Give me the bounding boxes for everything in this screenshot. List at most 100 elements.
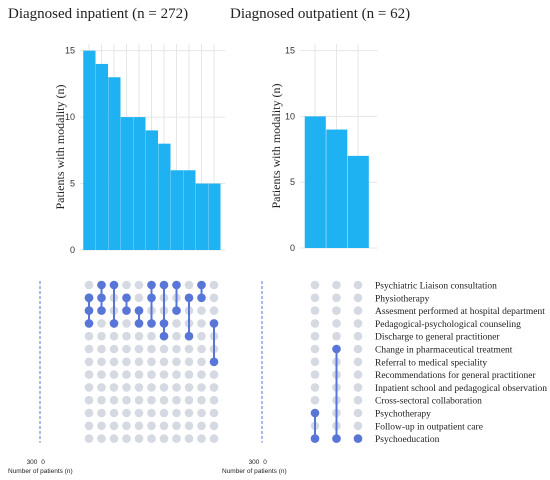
- dot-inactive: [310, 344, 320, 354]
- modality-label: Recommendations for general practitioner: [375, 370, 536, 381]
- y-axis-label: Patients with modality (n): [269, 84, 283, 209]
- dot-inactive: [209, 408, 219, 418]
- dot-inactive: [197, 319, 206, 328]
- dot-inactive: [134, 357, 144, 367]
- dot-inactive: [134, 293, 144, 303]
- dot-inactive: [197, 357, 206, 367]
- dot-inactive: [109, 370, 119, 379]
- y-tick-label: 15: [65, 46, 75, 56]
- dot-inactive: [134, 344, 144, 354]
- dot-inactive: [84, 383, 94, 392]
- y-tick-label: 10: [285, 111, 295, 121]
- dot-inactive: [184, 421, 194, 431]
- bar: [120, 117, 133, 250]
- dot-inactive: [147, 383, 156, 392]
- dot-inactive: [172, 370, 181, 379]
- dot-active: [197, 280, 206, 290]
- bar: [208, 183, 221, 250]
- dot-inactive: [197, 383, 206, 392]
- dot-inactive: [122, 408, 131, 418]
- dot-inactive: [122, 280, 131, 290]
- dot-active: [197, 293, 206, 303]
- dot-inactive: [209, 383, 219, 392]
- dot-inactive: [97, 395, 106, 405]
- dot-inactive: [197, 331, 206, 341]
- bar: [158, 143, 171, 250]
- set-size-tick: 300: [27, 459, 38, 466]
- dot-inactive: [84, 395, 94, 405]
- dot-inactive: [197, 370, 206, 379]
- dot-inactive: [97, 319, 106, 328]
- dot-active: [134, 306, 144, 315]
- dot-inactive: [97, 370, 106, 379]
- dot-active: [310, 434, 320, 443]
- dot-inactive: [184, 280, 194, 290]
- dot-inactive: [159, 421, 169, 431]
- dot-inactive: [353, 370, 363, 379]
- dot-inactive: [147, 331, 156, 341]
- dot-inactive: [184, 408, 194, 418]
- modality-label: Pedagogical-psychological counseling: [375, 320, 521, 330]
- dot-inactive: [184, 344, 194, 354]
- dot-inactive: [159, 370, 169, 379]
- inpatient-title: Diagnosed inpatient (n = 272): [8, 6, 189, 22]
- dot-inactive: [197, 344, 206, 354]
- y-tick-label: 5: [290, 177, 295, 187]
- dot-inactive: [353, 344, 363, 354]
- dot-inactive: [109, 395, 119, 405]
- set-size-tick: 0: [41, 459, 45, 466]
- dot-inactive: [109, 357, 119, 367]
- dot-inactive: [353, 319, 363, 328]
- set-size-tick: 0: [263, 459, 267, 466]
- dot-inactive: [109, 383, 119, 392]
- dot-inactive: [159, 344, 169, 354]
- dot-inactive: [122, 421, 131, 431]
- dot-active: [209, 319, 219, 328]
- dot-inactive: [84, 280, 94, 290]
- dot-active: [84, 319, 94, 328]
- dot-active: [97, 306, 106, 315]
- dot-inactive: [84, 344, 94, 354]
- dot-inactive: [310, 370, 320, 379]
- dot-inactive: [84, 421, 94, 431]
- modality-label: Cross-sectoral collaboration: [375, 397, 482, 407]
- dot-inactive: [97, 357, 106, 367]
- dot-active: [159, 280, 169, 290]
- dot-inactive: [209, 395, 219, 405]
- dot-inactive: [84, 434, 94, 443]
- dot-inactive: [310, 280, 320, 290]
- dot-inactive: [134, 280, 144, 290]
- dot-inactive: [97, 344, 106, 354]
- dot-inactive: [97, 421, 106, 431]
- dot-inactive: [159, 383, 169, 392]
- bar: [145, 130, 158, 250]
- dot-inactive: [353, 293, 363, 303]
- bar: [83, 50, 96, 251]
- dot-inactive: [209, 293, 219, 303]
- dot-inactive: [134, 395, 144, 405]
- modality-label: Psychotherapy: [375, 410, 431, 420]
- dot-inactive: [172, 383, 181, 392]
- modality-label: Change in pharmaceutical treatment: [375, 346, 513, 356]
- dot-inactive: [310, 306, 320, 315]
- dot-active: [332, 434, 341, 443]
- y-tick-label: 10: [65, 112, 75, 122]
- dot-inactive: [332, 280, 341, 290]
- bar: [304, 116, 326, 248]
- dot-inactive: [109, 434, 119, 443]
- modality-label: Inpatient school and pedagogical observa…: [375, 384, 547, 394]
- dot-inactive: [310, 319, 320, 328]
- bar: [133, 117, 146, 250]
- dot-inactive: [84, 331, 94, 341]
- dot-inactive: [122, 383, 131, 392]
- dot-active: [159, 331, 169, 341]
- dot-inactive: [172, 331, 181, 341]
- dot-active: [147, 293, 156, 303]
- dot-inactive: [197, 395, 206, 405]
- dot-inactive: [122, 331, 131, 341]
- dot-inactive: [353, 421, 363, 431]
- dot-inactive: [134, 434, 144, 443]
- dot-inactive: [197, 306, 206, 315]
- dot-inactive: [172, 408, 181, 418]
